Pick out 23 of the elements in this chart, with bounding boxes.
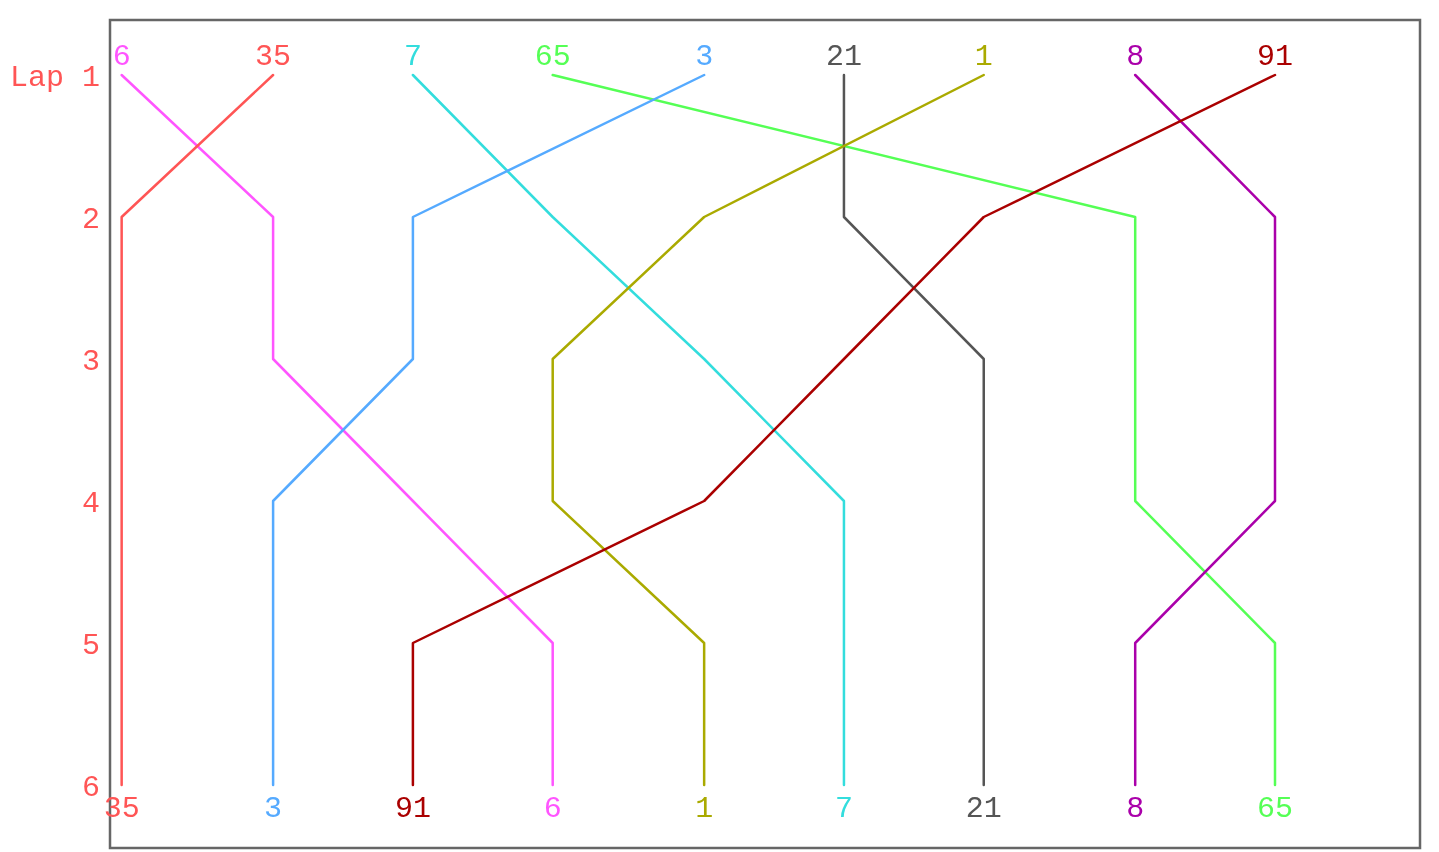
y-tick-label: Lap 1 [9,60,100,95]
series-label: 21 [825,40,862,74]
text: 65 [1256,792,1294,826]
text: 7 [834,792,853,826]
category-label: 6 [543,792,562,826]
series-label: 65 [534,40,571,74]
text: 1 [695,792,714,826]
series-label: 35 [255,40,292,74]
y-tick-label: 5 [81,628,100,663]
y-tick-label: 6 [81,770,100,805]
y-tick-label: 2 [81,202,100,237]
series-label: 8 [1126,40,1145,74]
series-label: 7 [403,40,422,74]
series-label: 91 [1256,40,1294,74]
series-label: 6 [112,40,131,74]
text: 21 [965,792,1002,826]
y-tick-label: 3 [81,344,100,379]
y-tick-label: 4 [81,486,100,521]
text: 8 [1126,792,1145,826]
series-label: 3 [695,40,714,74]
series-label: 1 [974,40,993,74]
category-label: 3 [264,792,283,826]
text: 91 [394,792,431,826]
